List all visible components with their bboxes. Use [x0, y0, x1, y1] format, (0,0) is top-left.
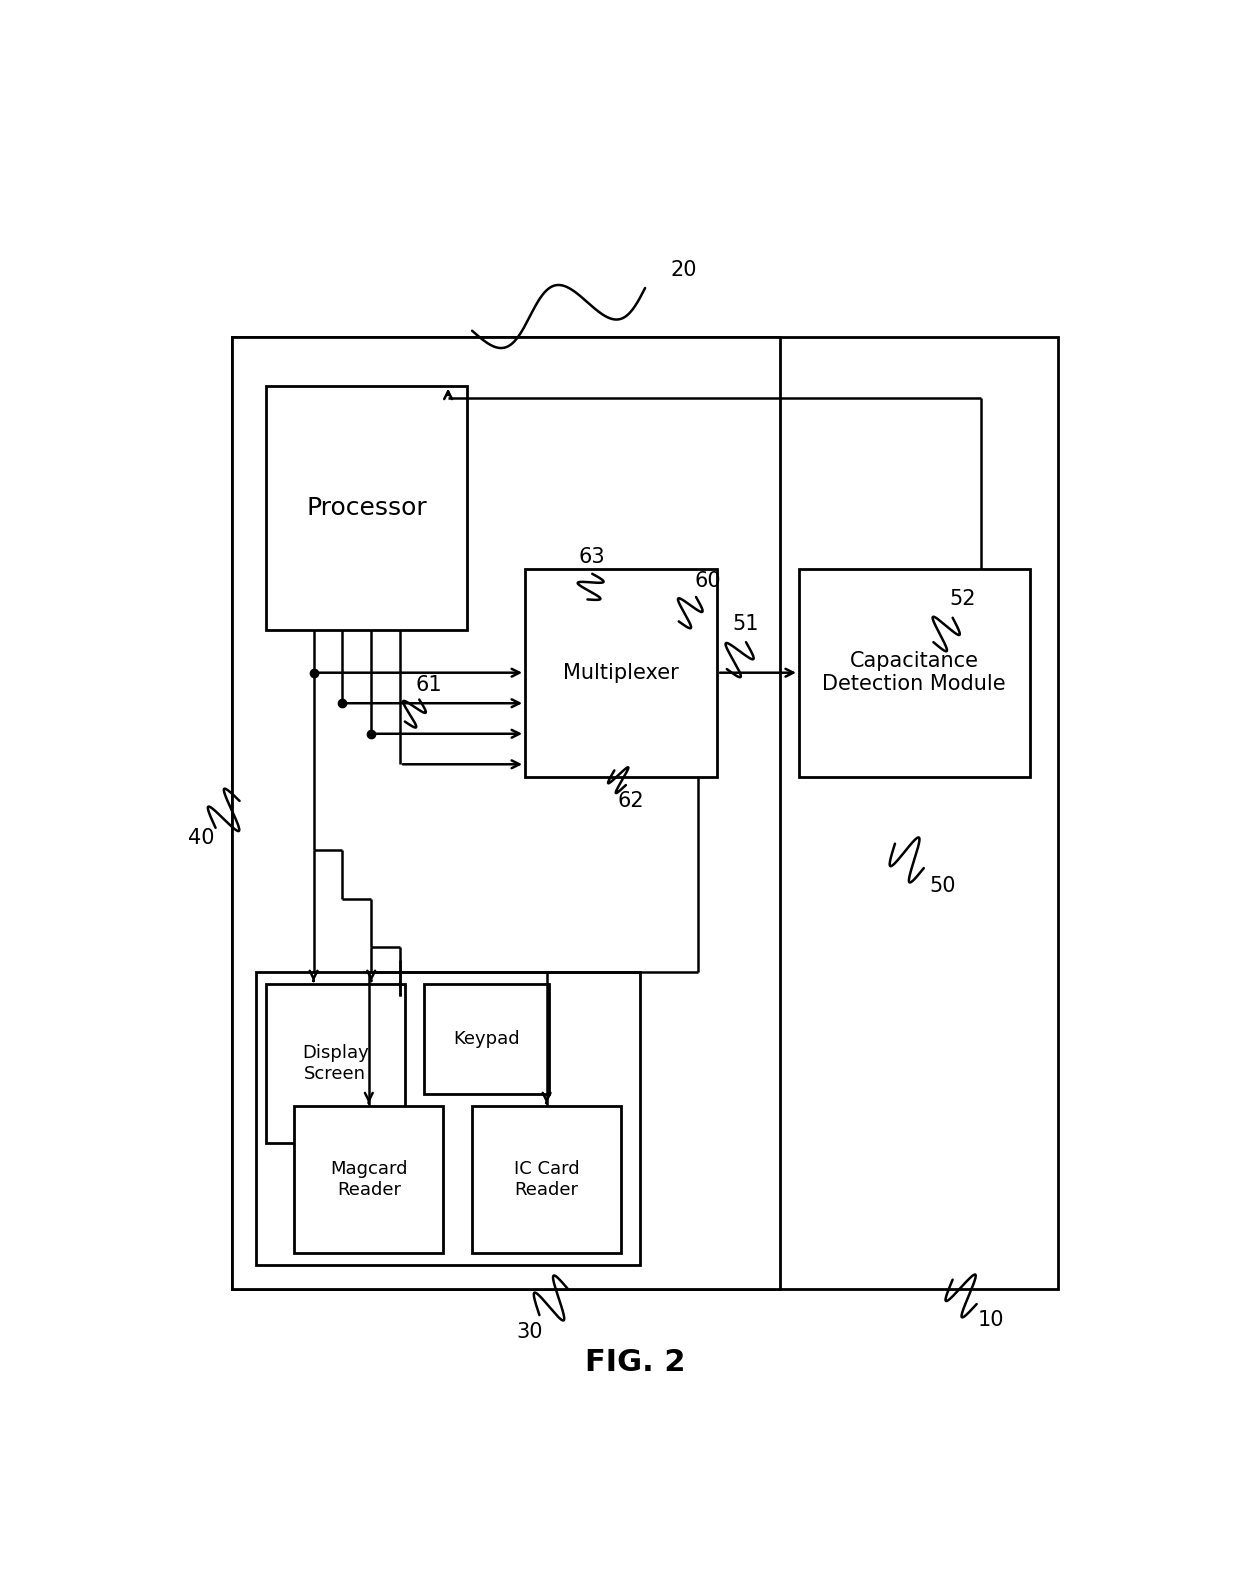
Bar	[232, 336, 1059, 1289]
Bar	[799, 569, 1029, 777]
Text: Display
Screen: Display Screen	[301, 1044, 368, 1083]
Text: Multiplexer: Multiplexer	[563, 663, 680, 682]
Bar	[525, 569, 717, 777]
Text: 10: 10	[978, 1310, 1004, 1331]
Text: Keypad: Keypad	[454, 1029, 520, 1048]
Text: Magcard
Reader: Magcard Reader	[330, 1159, 408, 1199]
Text: 61: 61	[415, 676, 443, 695]
Bar	[294, 1107, 444, 1253]
Text: 63: 63	[579, 547, 605, 566]
Text: 51: 51	[733, 614, 759, 634]
Bar	[265, 385, 467, 630]
Text: 40: 40	[188, 828, 215, 847]
Bar	[424, 983, 549, 1094]
Text: Processor: Processor	[306, 496, 427, 520]
Text: Capacitance
Detection Module: Capacitance Detection Module	[822, 652, 1006, 695]
Bar	[265, 983, 404, 1144]
Text: 60: 60	[694, 571, 720, 592]
Text: 50: 50	[930, 877, 956, 896]
Text: 30: 30	[517, 1323, 543, 1342]
Text: FIG. 2: FIG. 2	[585, 1348, 686, 1377]
Text: 62: 62	[618, 791, 644, 810]
Text: 20: 20	[671, 260, 697, 279]
Bar	[232, 336, 780, 1289]
Bar	[255, 972, 640, 1266]
Text: IC Card
Reader: IC Card Reader	[513, 1159, 579, 1199]
Bar	[472, 1107, 621, 1253]
Text: 52: 52	[949, 590, 976, 609]
